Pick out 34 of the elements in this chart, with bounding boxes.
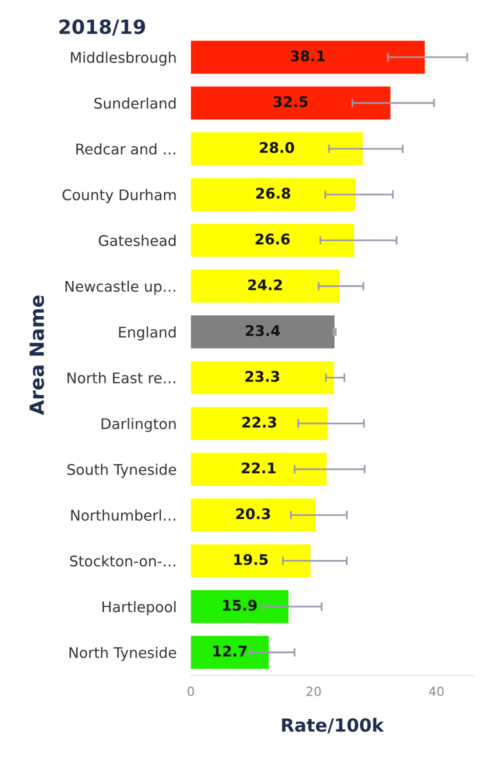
y-tick-label: Newcastle up… (66, 280, 176, 295)
x-axis-title: Rate/100k (282, 718, 384, 734)
y-tick-label: County Durham (62, 189, 176, 204)
x-tick-label: 40 (429, 686, 444, 696)
y-tick-label: England (119, 326, 176, 340)
data-label: 26.6 (256, 234, 290, 245)
y-tick-label: North East re… (68, 372, 176, 384)
y-tick-label: North Tyneside (70, 646, 176, 661)
data-label: 28.0 (260, 142, 294, 154)
y-tick-label: Gateshead (98, 234, 176, 246)
data-label: 15.9 (223, 600, 257, 611)
data-label: 23.4 (246, 325, 280, 336)
data-label: 38.1 (290, 50, 325, 62)
y-tick-label: South Tyneside (67, 464, 176, 478)
chart-title: 2018/19 (59, 19, 145, 36)
y-axis-title: Area Name (30, 295, 44, 415)
data-label: 23.3 (246, 370, 280, 382)
data-label: 22.1 (242, 462, 276, 474)
data-label: 22.3 (242, 416, 276, 428)
x-tick-label: 20 (306, 686, 321, 696)
data-label: 26.8 (256, 188, 290, 199)
y-tick-label: Middlesbrough (70, 52, 176, 66)
data-label: 12.7 (213, 646, 247, 656)
y-tick-label: Northumberl… (71, 509, 176, 521)
data-label: 19.5 (234, 554, 268, 566)
y-tick-label: Darlington (102, 418, 176, 432)
y-tick-label: Sunderland (94, 97, 176, 109)
x-tick-label: 0 (188, 686, 194, 696)
y-tick-label: Stockton-on-… (70, 555, 176, 567)
data-label: 32.5 (274, 96, 308, 108)
data-label: 20.3 (236, 508, 270, 520)
data-label: 24.2 (248, 279, 282, 290)
y-tick-label: Redcar and … (76, 143, 176, 155)
y-tick-label: Hartlepool (102, 601, 176, 616)
